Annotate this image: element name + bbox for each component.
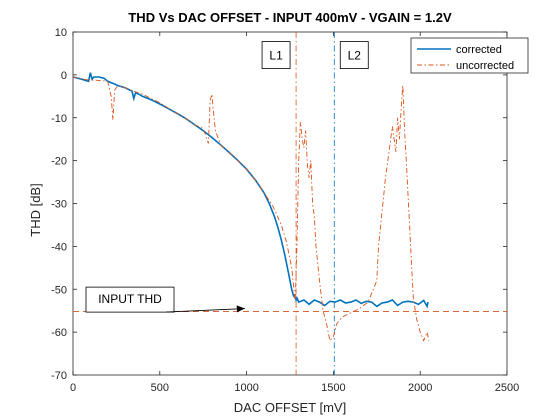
y-tick-label: -70 [51, 370, 67, 382]
y-tick-label: -60 [51, 327, 67, 339]
annotation-box-l1 [261, 41, 291, 69]
x-axis-label: DAC OFFSET [mV] [234, 400, 346, 415]
annotation-box-l2 [339, 41, 369, 69]
annotation-label-l1: L1 [269, 49, 283, 63]
x-tick-label: 0 [70, 382, 76, 394]
series-line-uncorrected [72, 76, 430, 342]
x-axis: 0 500 1000 1500 2000 2500 [70, 32, 519, 394]
x-tick-label: 2500 [495, 382, 519, 394]
annotation-label-l2: L2 [348, 49, 362, 63]
y-tick-label: -50 [51, 284, 67, 296]
x-tick-label: 1500 [321, 382, 345, 394]
annotation-arrow-shaft [165, 308, 245, 313]
y-axis: 10 0 -10 -20 -30 -40 -50 -60 -70 [51, 27, 507, 382]
annotation-label-input-thd: INPUT THD [98, 292, 162, 306]
legend-label-uncorrected: uncorrected [456, 60, 514, 72]
x-tick-label: 2000 [408, 382, 432, 394]
y-tick-label: -30 [51, 199, 67, 211]
x-tick-label: 500 [151, 382, 169, 394]
y-tick-label: 10 [55, 27, 67, 39]
legend-label-corrected: corrected [456, 44, 502, 56]
annotation-box-input-thd [85, 286, 175, 313]
chart-title: THD Vs DAC OFFSET - INPUT 400mV - VGAIN … [128, 10, 452, 25]
x-tick-label: 1000 [234, 382, 258, 394]
plot-area [72, 31, 508, 376]
legend: corrected uncorrected [410, 37, 529, 74]
y-axis-label: THD [dB] [28, 183, 43, 236]
y-tick-label: -20 [51, 156, 67, 168]
series-layer [72, 72, 430, 342]
y-tick-label: 0 [61, 70, 67, 82]
y-tick-label: -10 [51, 113, 67, 125]
annotation-arrow-head [236, 305, 245, 313]
annotations: L1 L2 INPUT THD [85, 41, 369, 313]
y-tick-label: -40 [51, 241, 67, 253]
legend-box [410, 37, 529, 74]
